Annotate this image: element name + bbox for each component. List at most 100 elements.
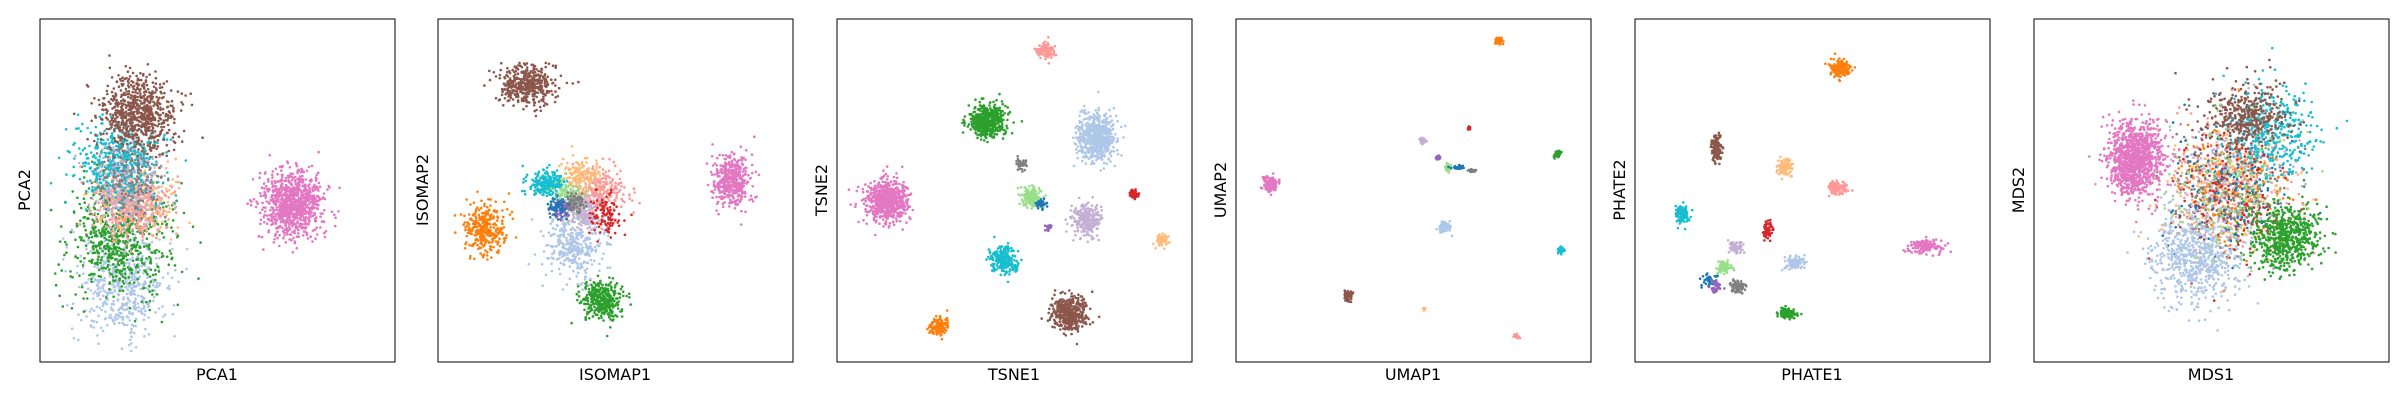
pca-point-cyan [128,184,131,188]
pca-point-brown [139,116,143,120]
pca-point-green [142,262,146,266]
pca-point-blue_light [130,335,133,339]
pca-point-pink [258,176,261,179]
isomap-point-brown [488,78,492,82]
pca-point-purple_light [99,171,102,175]
pca-point-blue_light [110,308,113,311]
pca-point-brown [136,79,139,82]
pca-point-green [100,256,104,259]
pca-point-purple_light [151,184,154,188]
pca-point-green [115,235,119,239]
pca-point-red_light [157,195,161,199]
pca-point-green [91,226,95,229]
pca-point-gray [163,215,167,219]
pca-point-brown [93,97,96,100]
pca-point-green [69,230,72,234]
pca-point-blue_light [143,309,147,313]
isomap-point-brown [546,75,549,78]
pca-point-pink [296,194,299,198]
pca-point-green [111,279,115,282]
pca-point-brown [121,84,124,87]
pca-point-pink [295,186,299,189]
pca-point-purple_light [141,238,144,242]
pca-point-blue_light [77,338,80,342]
pca-point-blue_light [106,293,109,297]
pca-point-brown [142,133,146,136]
pca-point-green [82,297,85,300]
pca-point-blue_light [103,276,107,280]
pca-point-brown [129,94,133,97]
pca-point-brown [130,112,134,115]
pca-point-pink [280,179,284,182]
pca-point-blue_light [80,283,84,286]
pca-point-gray [133,191,137,195]
pca-point-pink [275,191,279,195]
pca-point-blue_light [134,317,138,321]
pca-point-purple_light [102,156,105,160]
pca-point-blue_light [75,271,79,275]
pca-point-green [137,252,140,256]
pca-point-brown [103,103,107,107]
pca-point-orange_light [160,185,163,188]
pca-point-green [97,244,101,247]
pca-point-brown [90,102,93,105]
pca-point-gray [151,208,154,211]
pca-point-gray [150,178,153,182]
pca-point-brown [161,128,164,132]
pca-point-blue_light [134,308,137,311]
pca-point-brown [99,137,103,141]
pca-point-blue_light [152,295,156,299]
isomap-point-brown [519,89,522,93]
pca-point-green [86,217,89,220]
pca-point-cyan [110,140,113,144]
pca-point-blue_light [72,231,75,234]
pca-point-brown [153,91,157,94]
pca-point-brown [97,98,101,102]
pca-point-green [123,242,127,245]
pca-point-green [124,254,128,258]
pca-point-brown [172,110,175,113]
pca-point-pink [311,229,315,232]
pca-point-brown [149,100,152,103]
pca-point-brown [120,136,124,140]
pca-point-brown [162,138,166,141]
pca-point-pink [326,188,329,191]
pca-point-green [132,281,136,284]
isomap-point-brown [524,88,528,92]
pca-point-pink [260,186,264,189]
pca-point-green [151,273,155,277]
isomap-point-brown [543,78,547,82]
pca-point-pink [267,230,270,234]
isomap-point-brown [577,80,580,84]
pca-point-pink [281,182,284,185]
pca-point-cyan [96,137,100,141]
pca-point-blue_light [97,342,100,346]
pca-point-pink [282,193,286,196]
pca-point-brown [155,88,158,92]
pca-point-green [173,264,177,267]
pca-point-brown [136,92,139,95]
pca-point-pink [270,199,274,202]
pca-point-cyan [106,138,110,141]
pca-point-pink [271,176,274,179]
pca-point-purple_light [95,199,98,203]
pca-point-gray [90,181,94,185]
pca-point-blue_light [90,307,93,311]
pca-point-pink [302,209,306,212]
pca-point-cyan [72,165,75,169]
pca-point-blue_light [147,288,150,292]
pca-point-red_light [135,195,139,199]
pca-point-pink [314,176,318,179]
pca-point-blue_light [153,289,156,292]
pca-point-green [74,293,77,296]
pca-point-blue_light [155,281,159,285]
pca-point-pink [279,212,282,215]
pca-point-green [88,212,92,216]
pca-point-blue_light [122,322,125,326]
pca-point-purple_light [90,224,94,227]
pca-point-green [124,277,127,280]
pca-point-cyan [133,158,137,162]
pca-point-blue_light [129,331,132,335]
pca-point-cyan [110,132,114,135]
pca-point-pink [287,199,291,203]
